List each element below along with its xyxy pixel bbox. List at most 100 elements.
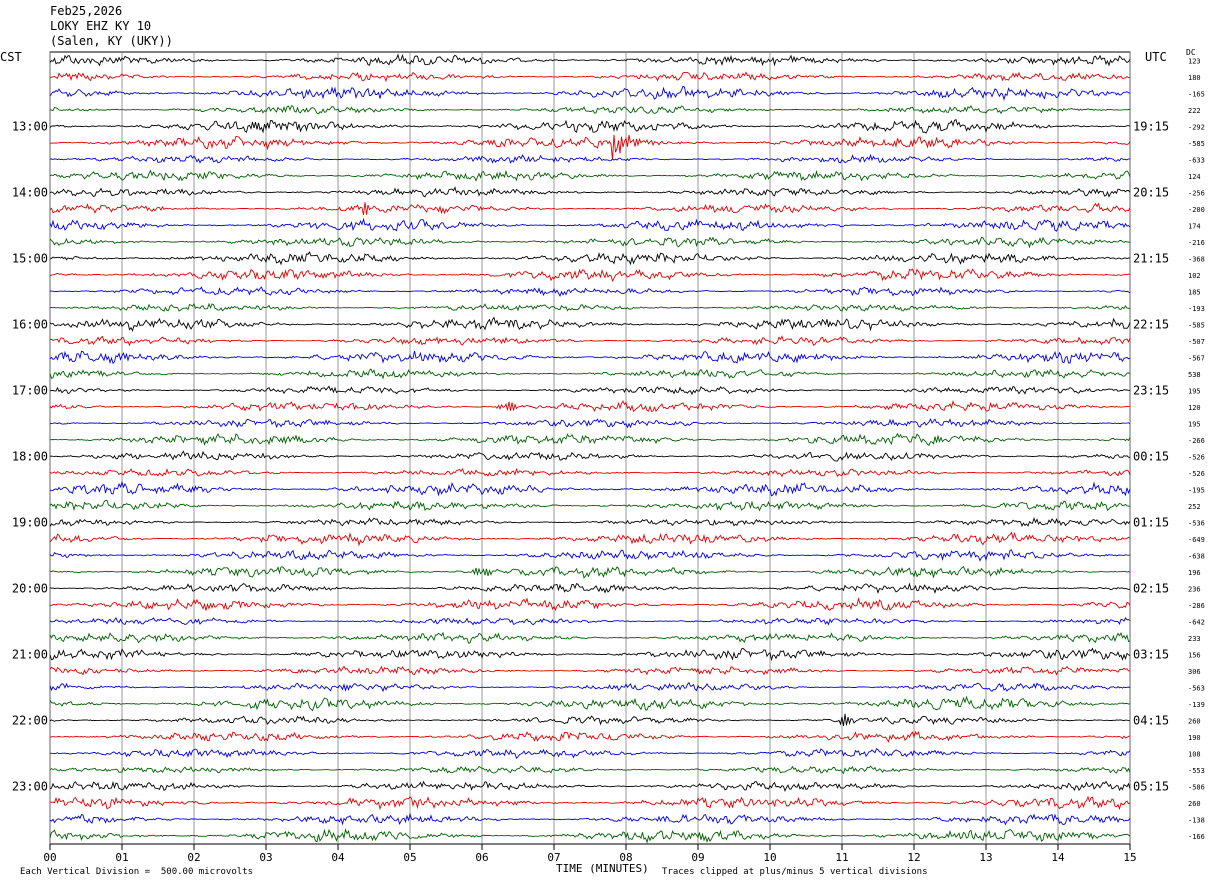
seismic-trace <box>50 434 1130 446</box>
dc-offset-label: -200 <box>1188 206 1205 214</box>
dc-offset-label: 180 <box>1188 74 1201 82</box>
x-tick-label: 05 <box>403 851 416 864</box>
utc-hour-label: 19:15 <box>1133 119 1169 133</box>
dc-offset-label: -585 <box>1188 321 1205 329</box>
dc-offset-label: 102 <box>1188 272 1201 280</box>
dc-offset-label: -638 <box>1188 552 1205 560</box>
dc-offset-label: 538 <box>1188 371 1201 379</box>
dc-offset-label: -507 <box>1188 338 1205 346</box>
x-tick-label: 09 <box>691 851 704 864</box>
scale-note: Each Vertical Division = 500.00 microvol… <box>20 867 253 877</box>
seismic-trace <box>50 287 1130 296</box>
dc-offset-label: 195 <box>1188 420 1201 428</box>
dc-offset-label: 120 <box>1188 404 1201 412</box>
seismic-trace <box>50 766 1130 773</box>
dc-offset-label: -536 <box>1188 519 1205 527</box>
seismic-trace <box>50 202 1130 215</box>
cst-hour-label: 14:00 <box>12 185 48 199</box>
x-tick-label: 01 <box>115 851 128 864</box>
cst-hour-label: 13:00 <box>12 119 48 133</box>
x-tick-label: 13 <box>979 851 992 864</box>
seismic-trace <box>50 683 1130 692</box>
seismic-trace <box>50 419 1130 427</box>
x-tick-label: 10 <box>763 851 776 864</box>
x-tick-label: 06 <box>475 851 488 864</box>
seismic-trace <box>50 135 1130 160</box>
cst-hour-label: 18:00 <box>12 449 48 463</box>
seismic-trace <box>50 697 1130 711</box>
dc-offset-label: -193 <box>1188 305 1205 313</box>
clip-note: Traces clipped at plus/minus 5 vertical … <box>662 867 928 877</box>
utc-hour-label: 02:15 <box>1133 581 1169 595</box>
seismic-trace <box>50 567 1130 578</box>
utc-hour-label: 23:15 <box>1133 383 1169 397</box>
seismic-trace <box>50 814 1130 824</box>
dc-offset-label: -649 <box>1188 536 1205 544</box>
seismic-trace <box>50 599 1130 611</box>
dc-offset-label: 260 <box>1188 717 1201 725</box>
x-tick-label: 12 <box>907 851 920 864</box>
dc-offset-label: 185 <box>1188 288 1201 296</box>
seismic-trace <box>50 304 1130 311</box>
dc-offset-label: 222 <box>1188 107 1201 115</box>
utc-hour-label: 04:15 <box>1133 713 1169 727</box>
seismic-trace <box>50 86 1130 99</box>
dc-offset-label: -368 <box>1188 255 1205 263</box>
dc-offset-label: -166 <box>1188 833 1205 841</box>
dc-offset-label: -216 <box>1188 239 1205 247</box>
plot-frame <box>50 52 1130 844</box>
dc-offset-label: 156 <box>1188 651 1201 659</box>
dc-offset-label: -165 <box>1188 90 1205 98</box>
seismic-trace <box>50 72 1130 81</box>
dc-offset-label: -642 <box>1188 618 1205 626</box>
dc-offset-label: 252 <box>1188 503 1201 511</box>
cst-hour-label: 23:00 <box>12 779 48 793</box>
seismic-trace <box>50 318 1130 331</box>
utc-hour-label: 03:15 <box>1133 647 1169 661</box>
seismic-trace <box>50 469 1130 476</box>
cst-hour-label: 16:00 <box>12 317 48 331</box>
x-tick-label: 15 <box>1123 851 1136 864</box>
seismic-trace <box>50 155 1130 163</box>
cst-hour-label: 21:00 <box>12 647 48 661</box>
seismic-trace <box>50 714 1130 726</box>
seismic-trace <box>50 633 1130 643</box>
dc-offset-label: -195 <box>1188 486 1205 494</box>
dc-offset-label: -567 <box>1188 354 1205 362</box>
dc-offset-label: 196 <box>1188 569 1201 577</box>
dc-offset-label: 306 <box>1188 668 1201 676</box>
dc-offset-label: -553 <box>1188 767 1205 775</box>
seismic-trace <box>50 829 1130 842</box>
dc-offset-label: -292 <box>1188 123 1205 131</box>
x-axis-title: TIME (MINUTES) <box>556 862 649 875</box>
seismic-trace <box>50 482 1130 496</box>
dc-offset-label: -586 <box>1188 783 1205 791</box>
dc-offset-label: -526 <box>1188 470 1205 478</box>
x-tick-label: 11 <box>835 851 848 864</box>
cst-hour-label: 19:00 <box>12 515 48 529</box>
cst-hour-label: 22:00 <box>12 713 48 727</box>
dc-offset-label: 124 <box>1188 173 1201 181</box>
seismic-trace <box>50 120 1130 133</box>
seismic-trace <box>50 106 1130 114</box>
dc-offset-label: -138 <box>1188 816 1205 824</box>
utc-hour-label: 00:15 <box>1133 449 1169 463</box>
seismic-trace <box>50 55 1130 66</box>
seismic-trace <box>50 533 1130 545</box>
seismic-trace <box>50 618 1130 625</box>
dc-offset-label: -563 <box>1188 684 1205 692</box>
dc-offset-label: -266 <box>1188 437 1205 445</box>
utc-hour-label: 01:15 <box>1133 515 1169 529</box>
x-tick-label: 00 <box>43 851 56 864</box>
seismic-trace <box>50 252 1130 264</box>
seismic-trace <box>50 336 1130 345</box>
dc-offset-label: 123 <box>1188 57 1201 65</box>
dc-offset-label: 174 <box>1188 222 1201 230</box>
seismic-trace <box>50 518 1130 526</box>
seismic-trace <box>50 269 1130 281</box>
seismic-trace <box>50 666 1130 674</box>
seismic-trace <box>50 369 1130 378</box>
dc-offset-label: 236 <box>1188 585 1201 593</box>
seismic-trace <box>50 351 1130 363</box>
